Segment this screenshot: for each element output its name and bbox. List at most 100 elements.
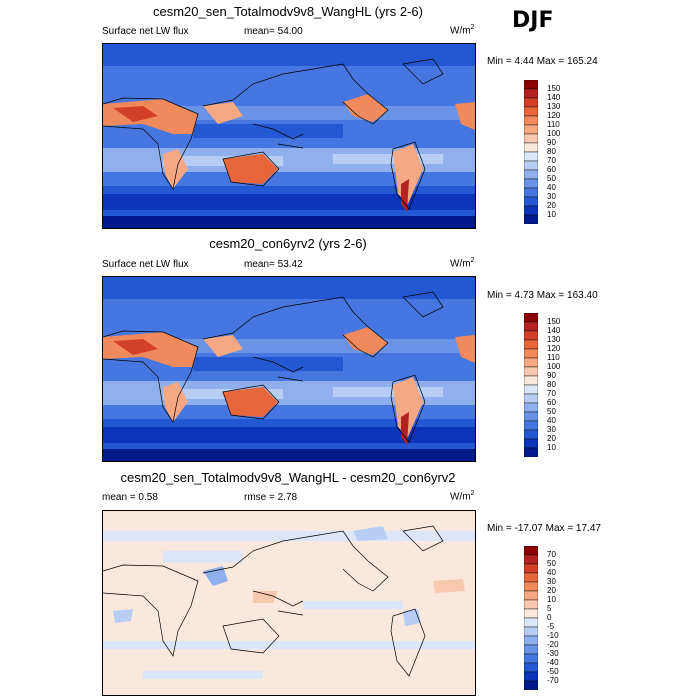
colorbar-tick-label: 90: [547, 138, 556, 147]
colorbar-tick-label: -30: [547, 649, 559, 658]
colorbar-tick-label: 70: [547, 389, 556, 398]
colorbar-swatch: [523, 554, 539, 565]
colorbar-tick-label: 30: [547, 192, 556, 201]
panel-1-variable: Surface net LW flux: [102, 26, 189, 37]
colorbar-tick-label: 110: [547, 353, 560, 362]
colorbar-tick-label: 70: [547, 156, 556, 165]
colorbar-tick-label: 80: [547, 380, 556, 389]
panel-1-units: W/m2: [450, 24, 475, 37]
colorbar-tick-label: -40: [547, 658, 559, 667]
colorbar-swatch: [523, 438, 539, 449]
panel-1-colorbar: [523, 79, 539, 225]
colorbar-swatch: [523, 205, 539, 216]
colorbar-swatch: [523, 599, 539, 610]
colorbar-tick-label: 100: [547, 129, 561, 138]
colorbar-swatch: [523, 653, 539, 664]
colorbar-swatch: [523, 635, 539, 646]
colorbar-tick-label: -5: [547, 622, 555, 631]
colorbar-swatch: [523, 88, 539, 99]
colorbar-tick-label: 80: [547, 147, 556, 156]
colorbar-swatch: [523, 214, 539, 225]
colorbar-tick-label: 60: [547, 165, 556, 174]
panel-1-map: [102, 43, 476, 229]
colorbar-tick-label: 20: [547, 586, 556, 595]
colorbar-tick-label: 30: [547, 577, 556, 586]
colorbar-swatch: [523, 581, 539, 592]
colorbar-tick-label: 10: [547, 210, 556, 219]
colorbar-swatch: [523, 160, 539, 171]
colorbar-swatch: [523, 312, 539, 323]
colorbar-swatch: [523, 563, 539, 574]
colorbar-tick-label: 40: [547, 568, 556, 577]
colorbar-tick-label: -10: [547, 631, 559, 640]
colorbar-tick-label: 130: [547, 335, 561, 344]
panel-2-minmax: Min = 4.73 Max = 163.40: [487, 290, 598, 301]
colorbar-tick-label: -50: [547, 667, 559, 676]
colorbar-swatch: [523, 330, 539, 341]
colorbar-tick-label: 50: [547, 407, 556, 416]
colorbar-tick-label: -20: [547, 640, 559, 649]
panel-3-units: W/m2: [450, 490, 475, 503]
colorbar-tick-label: 140: [547, 326, 561, 335]
colorbar-tick-label: 120: [547, 344, 561, 353]
colorbar-swatch: [523, 124, 539, 135]
colorbar-swatch: [523, 429, 539, 440]
colorbar-swatch: [523, 393, 539, 404]
colorbar-tick-label: 30: [547, 425, 556, 434]
panel-2-units: W/m2: [450, 257, 475, 270]
colorbar-swatch: [523, 348, 539, 359]
colorbar-tick-label: 110: [547, 120, 560, 129]
colorbar-tick-label: 20: [547, 434, 556, 443]
panel-3-title: cesm20_sen_Totalmodv9v8_WangHL - cesm20_…: [120, 470, 456, 485]
colorbar-tick-label: 40: [547, 416, 556, 425]
panel-3-colorbar: [523, 545, 539, 691]
colorbar-tick-label: -70: [547, 676, 559, 685]
colorbar-swatch: [523, 590, 539, 601]
colorbar-tick-label: 50: [547, 559, 556, 568]
colorbar-swatch: [523, 375, 539, 386]
colorbar-swatch: [523, 644, 539, 655]
panel-3-minmax: Min = -17.07 Max = 17.47: [487, 523, 601, 534]
panel-1-mean: mean= 54.00: [244, 26, 303, 37]
colorbar-tick-label: 60: [547, 398, 556, 407]
colorbar-swatch: [523, 321, 539, 332]
colorbar-tick-label: 100: [547, 362, 561, 371]
colorbar-swatch: [523, 97, 539, 108]
colorbar-swatch: [523, 671, 539, 682]
colorbar-swatch: [523, 420, 539, 431]
colorbar-tick-label: 120: [547, 111, 561, 120]
panel-2-map: [102, 276, 476, 462]
colorbar-swatch: [523, 572, 539, 583]
colorbar-tick-label: 0: [547, 613, 552, 622]
colorbar-swatch: [523, 178, 539, 189]
colorbar-tick-label: 20: [547, 201, 556, 210]
colorbar-swatch: [523, 402, 539, 413]
colorbar-tick-label: 10: [547, 443, 556, 452]
colorbar-swatch: [523, 608, 539, 619]
panel-3-map: [102, 510, 476, 696]
colorbar-swatch: [523, 142, 539, 153]
colorbar-swatch: [523, 169, 539, 180]
colorbar-tick-label: 150: [547, 84, 561, 93]
colorbar-swatch: [523, 196, 539, 207]
panel-1-minmax: Min = 4.44 Max = 165.24: [487, 56, 598, 67]
panel-2-variable: Surface net LW flux: [102, 259, 189, 270]
colorbar-swatch: [523, 357, 539, 368]
colorbar-swatch: [523, 106, 539, 117]
colorbar-swatch: [523, 115, 539, 126]
colorbar-tick-label: 140: [547, 93, 561, 102]
colorbar-tick-label: 40: [547, 183, 556, 192]
panel-2-colorbar: [523, 312, 539, 458]
colorbar-tick-label: 150: [547, 317, 561, 326]
colorbar-swatch: [523, 617, 539, 628]
colorbar-tick-label: 90: [547, 371, 556, 380]
colorbar-swatch: [523, 384, 539, 395]
panel-3-mean: mean = 0.58: [102, 492, 158, 503]
colorbar-swatch: [523, 545, 539, 556]
panel-3-rmse: rmse = 2.78: [244, 492, 298, 503]
colorbar-swatch: [523, 626, 539, 637]
colorbar-tick-label: 5: [547, 604, 552, 613]
colorbar-swatch: [523, 79, 539, 90]
season-label: DJF: [512, 8, 554, 33]
panel-2-mean: mean= 53.42: [244, 259, 303, 270]
